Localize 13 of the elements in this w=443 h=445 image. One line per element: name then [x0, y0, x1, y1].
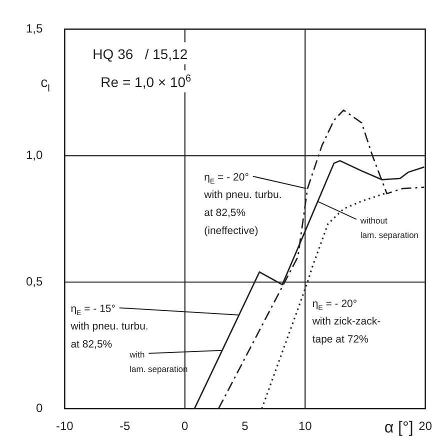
- y-tick-label: 0: [36, 400, 43, 415]
- text: HQ 36 / 15,12: [92, 46, 188, 62]
- x-tick-label: 5: [242, 419, 249, 434]
- x-tick-label: 10: [298, 419, 312, 434]
- y-tick-label: 1,0: [26, 148, 43, 162]
- y-tick-label: 1,5: [26, 22, 43, 36]
- x-tick-label: 20: [418, 419, 432, 434]
- x-tick-label: -10: [56, 419, 74, 434]
- y-tick-label: 0,5: [26, 274, 43, 288]
- annotation: without lam. separation: [359, 215, 419, 240]
- x-axis-title: α [°]: [384, 420, 414, 437]
- x-tick-label: -5: [119, 419, 130, 434]
- x-tick-label: 0: [182, 419, 189, 434]
